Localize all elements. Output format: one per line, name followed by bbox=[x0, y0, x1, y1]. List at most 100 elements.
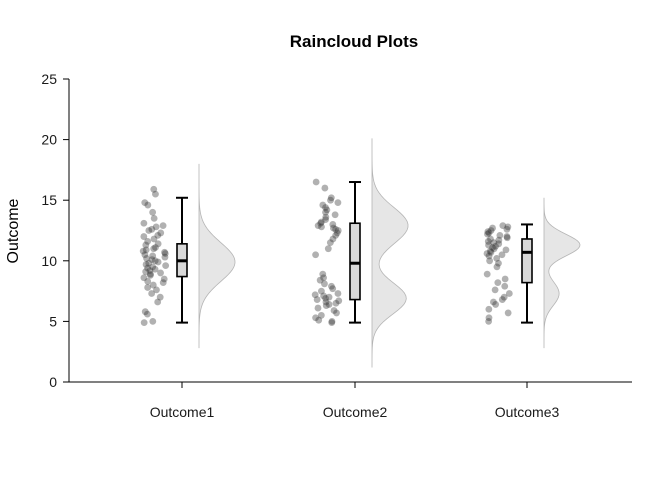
data-point bbox=[331, 211, 339, 219]
y-tick-label: 15 bbox=[41, 192, 57, 208]
data-point bbox=[486, 247, 494, 255]
data-point bbox=[150, 245, 158, 253]
data-point bbox=[147, 270, 154, 278]
data-point bbox=[495, 236, 503, 244]
data-point bbox=[149, 208, 157, 216]
data-point bbox=[140, 233, 148, 240]
data-point bbox=[500, 293, 508, 301]
data-point bbox=[503, 234, 511, 242]
data-point bbox=[142, 268, 150, 276]
data-point bbox=[498, 251, 506, 259]
data-point bbox=[320, 292, 328, 300]
data-point bbox=[317, 311, 325, 319]
data-point bbox=[490, 239, 498, 247]
data-point bbox=[161, 248, 168, 256]
data-point bbox=[492, 301, 500, 308]
data-point bbox=[322, 204, 329, 211]
data-point bbox=[141, 199, 149, 207]
data-point bbox=[148, 225, 156, 233]
data-point bbox=[312, 251, 319, 259]
data-point bbox=[160, 275, 168, 283]
data-point bbox=[156, 293, 164, 301]
data-point bbox=[485, 252, 493, 260]
data-point bbox=[145, 227, 153, 234]
data-point bbox=[149, 252, 157, 260]
group-outcome1 bbox=[139, 163, 236, 349]
data-point bbox=[318, 287, 325, 295]
data-point bbox=[316, 276, 324, 284]
data-point bbox=[144, 278, 152, 285]
data-point bbox=[330, 307, 338, 314]
data-point bbox=[154, 231, 162, 239]
data-point bbox=[322, 208, 329, 216]
data-point bbox=[485, 305, 493, 313]
data-point bbox=[490, 245, 498, 253]
data-point bbox=[143, 254, 150, 262]
data-point bbox=[501, 275, 509, 283]
group-outcome2 bbox=[311, 138, 409, 368]
data-point bbox=[142, 246, 150, 254]
data-point bbox=[335, 297, 343, 305]
y-tick-label: 10 bbox=[41, 253, 57, 269]
x-tick-label: Outcome3 bbox=[495, 404, 560, 420]
data-point bbox=[503, 233, 511, 240]
data-point bbox=[505, 290, 513, 297]
data-point bbox=[143, 310, 151, 318]
data-point bbox=[140, 319, 148, 327]
data-point bbox=[145, 259, 153, 267]
data-point bbox=[494, 279, 502, 287]
data-point bbox=[485, 318, 493, 325]
data-point bbox=[150, 185, 158, 193]
data-point bbox=[324, 245, 332, 253]
data-point bbox=[140, 219, 148, 227]
data-point bbox=[504, 309, 512, 317]
data-point bbox=[150, 235, 158, 243]
y-tick-label: 5 bbox=[49, 313, 57, 329]
data-point bbox=[319, 270, 327, 278]
data-point bbox=[318, 223, 325, 231]
data-point bbox=[317, 218, 325, 226]
data-point bbox=[322, 294, 329, 302]
data-point bbox=[322, 302, 330, 310]
data-point bbox=[319, 201, 327, 209]
data-point bbox=[154, 298, 162, 306]
data-point bbox=[484, 238, 492, 245]
data-point bbox=[153, 286, 160, 294]
data-point bbox=[142, 261, 150, 268]
data-point bbox=[314, 222, 322, 230]
data-point bbox=[499, 222, 507, 230]
data-point bbox=[489, 224, 496, 232]
data-point bbox=[322, 213, 330, 221]
data-point bbox=[142, 241, 150, 249]
data-point bbox=[148, 290, 156, 297]
data-point bbox=[493, 254, 501, 262]
data-point bbox=[332, 299, 340, 307]
data-point bbox=[328, 282, 335, 290]
data-point bbox=[147, 271, 154, 279]
data-point bbox=[159, 222, 167, 230]
data-point bbox=[485, 229, 493, 237]
data-point bbox=[140, 274, 148, 282]
data-point bbox=[161, 253, 169, 261]
y-tick-label: 0 bbox=[49, 374, 57, 390]
data-point bbox=[332, 231, 340, 239]
data-point bbox=[498, 296, 506, 303]
data-point bbox=[312, 314, 319, 322]
data-point bbox=[139, 247, 147, 255]
data-point bbox=[485, 241, 492, 249]
data-point bbox=[314, 304, 322, 312]
data-point bbox=[504, 223, 512, 231]
data-point bbox=[491, 286, 499, 294]
data-point bbox=[323, 206, 331, 214]
data-point bbox=[495, 240, 503, 248]
y-axis-title: Outcome bbox=[5, 198, 22, 263]
data-point bbox=[495, 259, 502, 267]
data-point bbox=[149, 263, 157, 271]
data-point bbox=[329, 235, 337, 243]
data-point bbox=[483, 250, 491, 257]
data-point bbox=[149, 281, 157, 289]
data-point bbox=[312, 178, 320, 186]
data-point bbox=[144, 264, 151, 272]
data-point bbox=[334, 199, 342, 207]
data-point bbox=[325, 293, 333, 301]
